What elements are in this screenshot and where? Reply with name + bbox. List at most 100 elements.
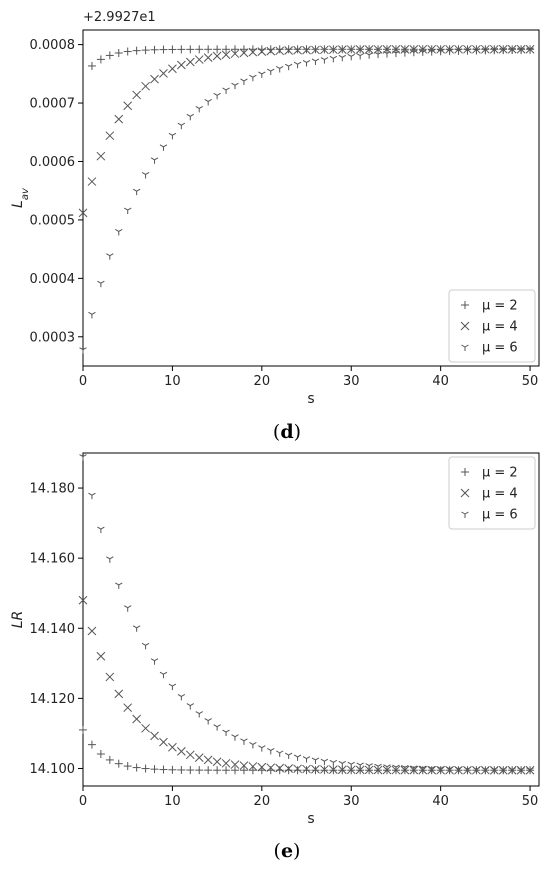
data-point — [338, 54, 347, 62]
data-point — [472, 48, 481, 55]
data-point — [150, 157, 159, 164]
chart-panel-d: 0 10 20 30 40 50 0.0003 0.0004 0.0005 0.0006 0.000… — [10, 10, 540, 443]
data-point — [239, 766, 248, 775]
data-point — [177, 694, 186, 701]
data-point — [311, 766, 320, 775]
data-point — [328, 45, 338, 55]
x-tick-label: 30 — [343, 794, 360, 809]
data-point — [392, 764, 400, 772]
data-point — [489, 44, 499, 54]
data-point — [177, 765, 186, 774]
data-point — [284, 63, 293, 71]
data-point — [123, 762, 132, 771]
data-point — [123, 605, 132, 612]
data-point — [293, 754, 302, 761]
data-point — [186, 766, 195, 775]
legend-label: μ = 2 — [482, 299, 518, 314]
data-point — [96, 151, 106, 161]
data-point — [481, 766, 490, 774]
data-point — [517, 767, 525, 774]
data-point — [374, 51, 382, 59]
data-point — [185, 750, 195, 760]
data-point — [329, 55, 338, 63]
data-point — [186, 45, 195, 54]
data-point — [78, 208, 88, 218]
data-point — [212, 757, 222, 767]
data-point — [427, 44, 437, 54]
data-point — [507, 44, 517, 54]
data-point — [266, 46, 276, 56]
data-point — [132, 188, 141, 196]
data-point — [186, 113, 195, 121]
x-tick-label: 40 — [432, 794, 449, 809]
legend-marker — [461, 344, 469, 351]
data-point — [97, 280, 105, 288]
y-tick-label: 14.120 — [30, 692, 76, 707]
data-point — [231, 734, 239, 741]
y-tick-label: 0.0005 — [30, 213, 76, 228]
data-point — [231, 82, 239, 90]
data-point — [364, 45, 374, 54]
data-point — [267, 68, 275, 76]
data-point — [436, 766, 445, 773]
figure-caption: (e) — [274, 840, 301, 862]
data-point — [392, 50, 400, 58]
data-point — [150, 765, 159, 774]
data-point — [87, 740, 96, 749]
data-point — [311, 757, 320, 764]
data-point — [177, 45, 186, 54]
data-point — [141, 46, 150, 55]
legend-box — [448, 456, 536, 530]
data-point — [356, 762, 364, 769]
data-point — [249, 742, 257, 749]
y-tick-label: 0.0003 — [30, 330, 76, 345]
data-point — [258, 745, 266, 752]
data-point — [463, 44, 472, 54]
data-point — [328, 765, 338, 774]
x-axis-label: s — [307, 811, 314, 827]
data-point — [203, 53, 213, 62]
legend-label: μ = 4 — [482, 487, 518, 502]
data-point — [311, 58, 320, 65]
data-point — [150, 45, 159, 54]
x-tick-label: 40 — [432, 374, 449, 389]
x-tick-label: 50 — [522, 794, 539, 809]
data-point — [526, 767, 534, 774]
data-point — [141, 764, 150, 773]
data-point — [463, 766, 472, 774]
data-point — [293, 764, 302, 774]
data-point — [374, 763, 382, 771]
data-point — [409, 44, 419, 54]
data-point — [79, 347, 87, 354]
data-point — [472, 44, 481, 54]
data-point — [105, 51, 114, 60]
data-point — [176, 60, 186, 70]
x-tick-label: 0 — [79, 794, 87, 809]
legend-box — [448, 289, 536, 363]
data-point — [320, 57, 329, 64]
y-tick-label: 0.0006 — [30, 155, 76, 170]
data-point — [106, 253, 114, 260]
data-point — [168, 683, 177, 691]
data-point — [516, 44, 526, 54]
data-point — [526, 47, 534, 54]
series-3 — [79, 47, 534, 354]
data-point — [78, 595, 88, 605]
data-point — [168, 742, 177, 752]
x-tick-label: 10 — [164, 794, 181, 809]
data-point — [87, 626, 97, 636]
legend-marker — [461, 511, 469, 518]
legend-marker — [461, 301, 469, 309]
data-point — [114, 759, 123, 768]
data-point — [508, 47, 516, 55]
data-point — [159, 737, 168, 747]
data-point — [355, 765, 365, 775]
data-point — [105, 672, 115, 682]
data-point — [141, 642, 150, 650]
data-point — [329, 759, 338, 767]
data-point — [275, 66, 284, 73]
data-point — [203, 755, 213, 765]
legend-marker — [461, 468, 469, 476]
data-point — [230, 49, 240, 59]
